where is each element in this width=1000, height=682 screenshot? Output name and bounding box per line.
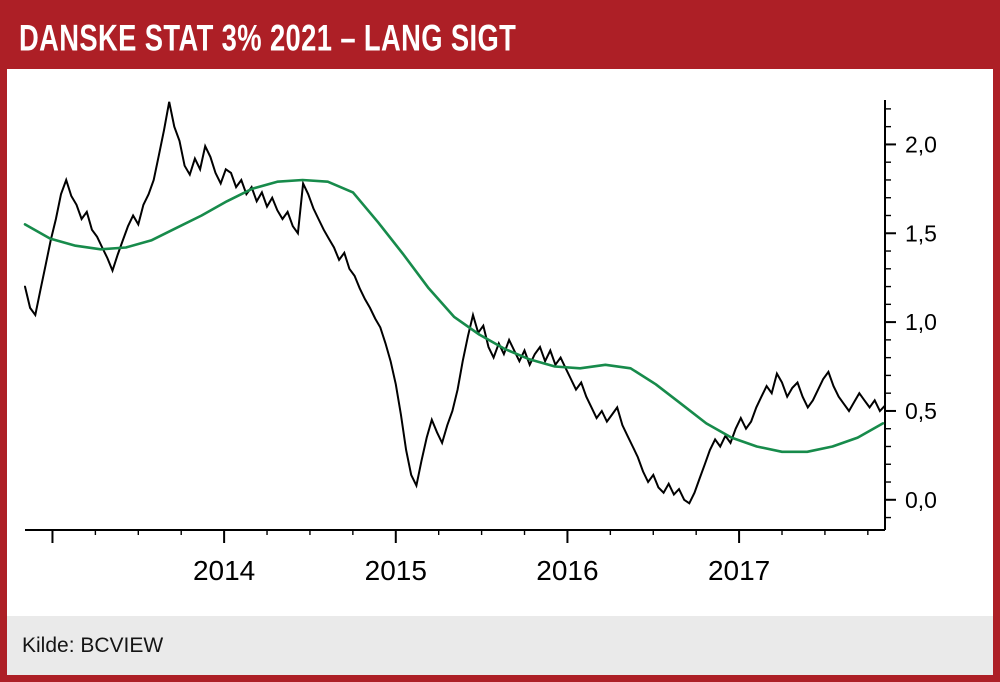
x-tick-label: 2017 [708, 555, 770, 586]
y-tick-label: 0,0 [905, 487, 937, 513]
chart-footer: Kilde: BCVIEW [7, 616, 993, 675]
x-tick-label: 2014 [193, 555, 255, 586]
chart-header: DANSKE STAT 3% 2021 – LANG SIGT [7, 7, 993, 69]
x-axis-labels: 2014 2015 2016 2017 [193, 555, 770, 586]
page-title: DANSKE STAT 3% 2021 – LANG SIGT [19, 16, 517, 59]
long-term-average-line [23, 178, 885, 454]
x-axis-year-ticks [51, 530, 741, 543]
y-tick-label: 2,0 [905, 131, 937, 157]
axes [25, 100, 886, 531]
y-tick-label: 1,0 [905, 309, 937, 335]
y-tick-label: 0,5 [905, 398, 937, 424]
y-axis-major-ticks [885, 143, 896, 501]
x-tick-label: 2015 [365, 555, 427, 586]
y-axis-labels: 0,0 0,5 1,0 1,5 2,0 [905, 131, 937, 512]
y-tick-label: 1,5 [905, 220, 937, 246]
x-axis-minor-ticks [51, 530, 869, 535]
source-label: Kilde: BCVIEW [22, 633, 164, 657]
price-chart: 0,0 0,5 1,0 1,5 2,0 2014 2015 2016 2017 [23, 100, 937, 586]
chart-area: 0,0 0,5 1,0 1,5 2,0 2014 2015 2016 2017 [7, 69, 993, 616]
x-tick-label: 2016 [536, 555, 598, 586]
yield-line [24, 101, 886, 505]
